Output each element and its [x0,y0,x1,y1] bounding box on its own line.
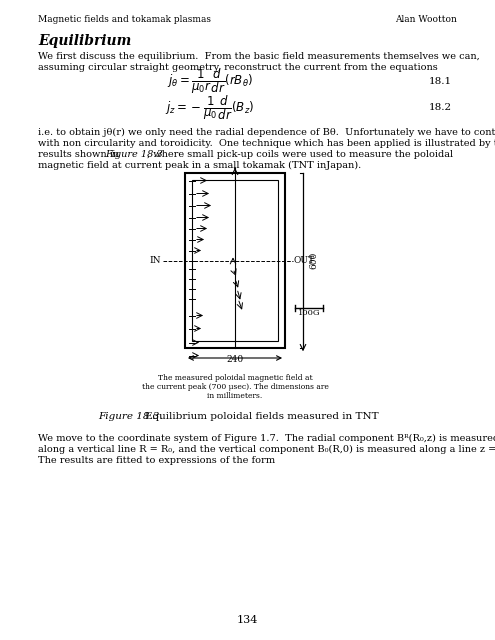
Text: 240: 240 [226,355,244,364]
Text: Figure 18.3.: Figure 18.3. [98,412,163,421]
Text: magnetic field at current peak in a small tokamak (TNT inJapan).: magnetic field at current peak in a smal… [38,161,361,170]
Text: along a vertical line R = R₀, and the vertical component B₀(R,0) is measured alo: along a vertical line R = R₀, and the ve… [38,445,495,454]
Text: 18.2: 18.2 [429,104,452,113]
Bar [185,173,285,348]
Text: We first discuss the equilibrium.  From the basic field measurements themselves : We first discuss the equilibrium. From t… [38,52,480,61]
Text: $j_\theta = \dfrac{1}{\mu_0 r}\dfrac{d}{dr}(rB_\theta)$: $j_\theta = \dfrac{1}{\mu_0 r}\dfrac{d}{… [167,68,253,97]
Text: with non circularity and toroidicity.  One technique which has been applied is i: with non circularity and toroidicity. On… [38,139,495,148]
Bar [192,180,278,341]
Text: Equilibrium: Equilibrium [38,34,131,48]
Text: We move to the coordinate system of Figure 1.7.  The radial component Bᴿ(R₀,z) i: We move to the coordinate system of Figu… [38,434,495,443]
Text: The measured poloidal magnetic field at: The measured poloidal magnetic field at [158,374,312,382]
Text: Figure 18.3: Figure 18.3 [105,150,163,159]
Text: The results are fitted to expressions of the form: The results are fitted to expressions of… [38,456,275,465]
Text: $j_z = -\dfrac{1}{\mu_0}\dfrac{d}{dr}(B_z)$: $j_z = -\dfrac{1}{\mu_0}\dfrac{d}{dr}(B_… [165,94,254,122]
Text: 18.1: 18.1 [429,77,452,86]
Text: OUT: OUT [294,256,315,265]
Text: 100G: 100G [297,309,320,317]
Text: assuming circular straight geometry, reconstruct the current from the equations: assuming circular straight geometry, rec… [38,63,438,72]
Text: IN: IN [149,256,161,265]
Text: , where small pick-up coils were used to measure the poloidal: , where small pick-up coils were used to… [147,150,453,159]
Text: 134: 134 [237,615,258,625]
Text: Equilibrium poloidal fields measured in TNT: Equilibrium poloidal fields measured in … [145,412,379,421]
Text: i.e. to obtain jθ(r) we only need the radial dependence of Bθ.  Unfortunately we: i.e. to obtain jθ(r) we only need the ra… [38,128,495,137]
Text: the current peak (700 μsec). The dimensions are: the current peak (700 μsec). The dimensi… [142,383,329,391]
Text: 600: 600 [309,252,318,269]
Text: in millimeters.: in millimeters. [207,392,263,400]
Text: Magnetic fields and tokamak plasmas: Magnetic fields and tokamak plasmas [38,15,211,24]
Text: results shown in: results shown in [38,150,122,159]
Text: Alan Wootton: Alan Wootton [395,15,457,24]
